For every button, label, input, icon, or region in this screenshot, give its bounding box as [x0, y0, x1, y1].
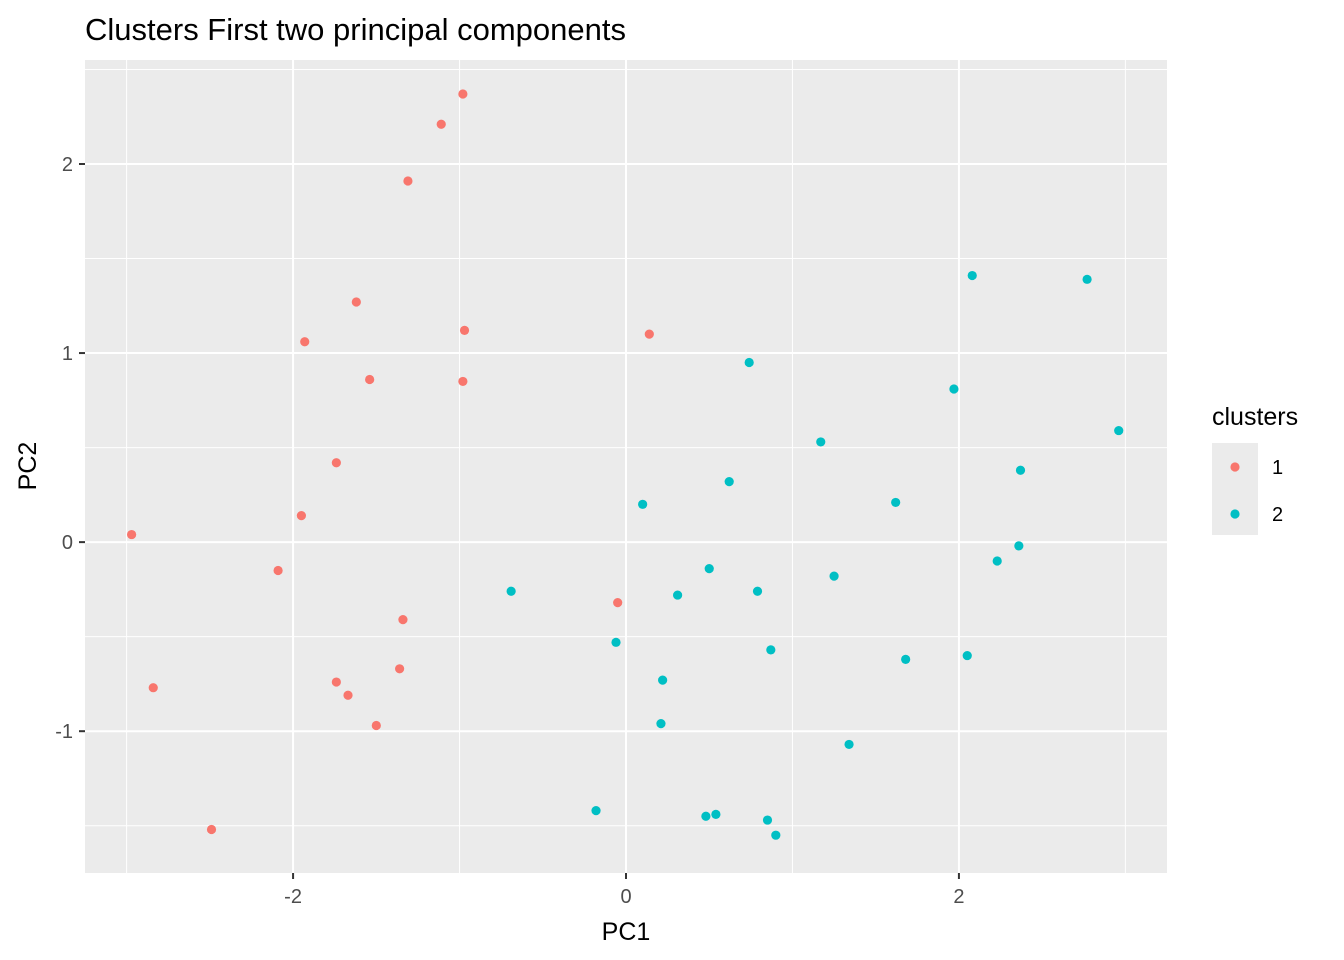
point-cluster-2-18 — [766, 645, 776, 655]
point-cluster-2-22 — [656, 719, 666, 729]
point-cluster-1-4 — [459, 325, 470, 335]
point-cluster-2-13 — [829, 571, 839, 581]
point-cluster-1-8 — [644, 329, 654, 339]
chart-title: Clusters First two principal components — [85, 12, 626, 47]
point-cluster-2-4 — [1114, 425, 1124, 436]
legend: clusters 1 2 — [1212, 403, 1298, 535]
point-cluster-1-7 — [458, 376, 468, 387]
point-cluster-2-6 — [1015, 465, 1026, 475]
point-cluster-2-25 — [701, 811, 711, 821]
point-cluster-2-23 — [844, 739, 854, 750]
point-cluster-1-20 — [206, 824, 217, 835]
major-grid — [85, 60, 1167, 873]
point-cluster-2-11 — [992, 556, 1002, 566]
x-tick-label-1: 0 — [620, 886, 631, 908]
point-cluster-2-21 — [658, 675, 668, 685]
point-cluster-1-15 — [395, 664, 405, 674]
point-cluster-1-6 — [365, 374, 375, 385]
x-axis-label: PC1 — [602, 918, 651, 946]
y-tick-label-1: 0 — [62, 532, 73, 554]
point-cluster-1-0 — [458, 89, 468, 99]
point-cluster-2-14 — [673, 590, 683, 600]
point-cluster-1-18 — [371, 720, 381, 731]
point-cluster-2-28 — [771, 830, 781, 840]
y-tick-label-3: 2 — [62, 154, 73, 176]
point-cluster-2-3 — [949, 384, 959, 394]
point-cluster-2-10 — [1014, 541, 1024, 551]
point-cluster-2-16 — [506, 586, 516, 596]
x-tick-label-2: 2 — [953, 886, 964, 908]
point-cluster-1-14 — [398, 615, 408, 625]
point-cluster-1-12 — [273, 565, 283, 576]
point-cluster-2-12 — [704, 563, 714, 574]
point-cluster-1-13 — [613, 598, 623, 608]
point-cluster-2-27 — [762, 815, 773, 825]
point-cluster-2-15 — [752, 586, 763, 596]
point-cluster-2-2 — [744, 357, 754, 368]
legend-title: clusters — [1212, 403, 1298, 431]
legend-key-background — [1212, 443, 1258, 535]
y-tick-label-0: -1 — [55, 721, 73, 743]
point-cluster-1-2 — [403, 176, 413, 186]
y-tick-label-2: 1 — [62, 343, 73, 365]
y-axis: -1 0 1 2 — [55, 154, 85, 743]
point-cluster-2-17 — [611, 637, 621, 647]
legend-label-1: 1 — [1272, 457, 1283, 479]
point-cluster-1-9 — [331, 458, 341, 468]
point-cluster-2-20 — [962, 650, 972, 661]
legend-key-2 — [1230, 509, 1240, 519]
point-cluster-2-7 — [724, 477, 734, 487]
point-cluster-2-24 — [591, 806, 601, 816]
point-cluster-1-5 — [300, 337, 310, 347]
point-cluster-2-26 — [711, 809, 721, 819]
point-cluster-1-17 — [343, 690, 353, 700]
point-cluster-2-0 — [967, 270, 977, 281]
point-cluster-2-8 — [638, 499, 648, 509]
x-tick-label-0: -2 — [284, 886, 302, 908]
point-cluster-1-16 — [331, 677, 341, 687]
point-cluster-1-10 — [296, 511, 306, 521]
point-cluster-1-11 — [127, 529, 137, 540]
point-cluster-1-3 — [351, 297, 361, 307]
point-cluster-1-1 — [436, 119, 446, 129]
data-points — [127, 89, 1124, 840]
point-cluster-2-9 — [891, 497, 901, 508]
point-cluster-2-1 — [1082, 274, 1092, 284]
point-cluster-1-19 — [148, 683, 158, 693]
legend-label-2: 2 — [1272, 504, 1283, 526]
y-axis-label: PC2 — [14, 442, 42, 491]
x-axis: -2 0 2 — [284, 873, 964, 908]
legend-key-1 — [1230, 462, 1240, 472]
point-cluster-2-19 — [901, 654, 911, 664]
point-cluster-2-5 — [816, 437, 826, 447]
